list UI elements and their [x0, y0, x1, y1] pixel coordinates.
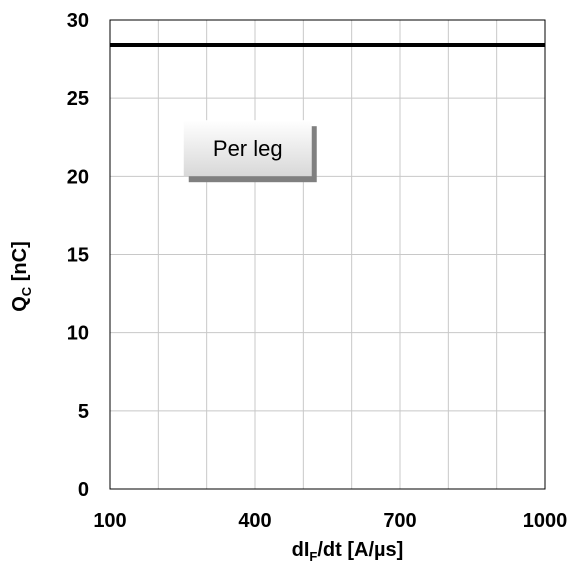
y-tick-label: 25 [67, 88, 89, 110]
y-tick-label: 0 [78, 479, 89, 501]
annotations-group: Per leg [183, 120, 317, 183]
x-tick-label: 700 [383, 510, 416, 532]
annotation-background [183, 120, 312, 177]
x-tick-label: 100 [93, 510, 126, 532]
y-tick-label: 30 [67, 10, 89, 32]
y-gridlines [110, 97, 545, 412]
y-tick-label: 20 [67, 166, 89, 188]
x-tick-labels: 100 400 700 1000 [93, 510, 567, 532]
y-tick-labels: 0 5 10 15 20 25 30 [67, 10, 89, 501]
y-tick-label: 15 [67, 245, 89, 267]
annotation-text: Per leg [213, 136, 283, 161]
y-tick-label: 10 [67, 323, 89, 345]
x-tick-label: 1000 [523, 510, 568, 532]
y-tick-label: 5 [78, 401, 89, 423]
x-tick-label: 400 [238, 510, 271, 532]
x-axis-label: dIF/dt [A/µs] [292, 539, 404, 564]
plot-frame [109, 19, 546, 490]
y-axis-label: QC [nC] [9, 241, 34, 312]
annotation-box: Per leg [183, 120, 317, 183]
